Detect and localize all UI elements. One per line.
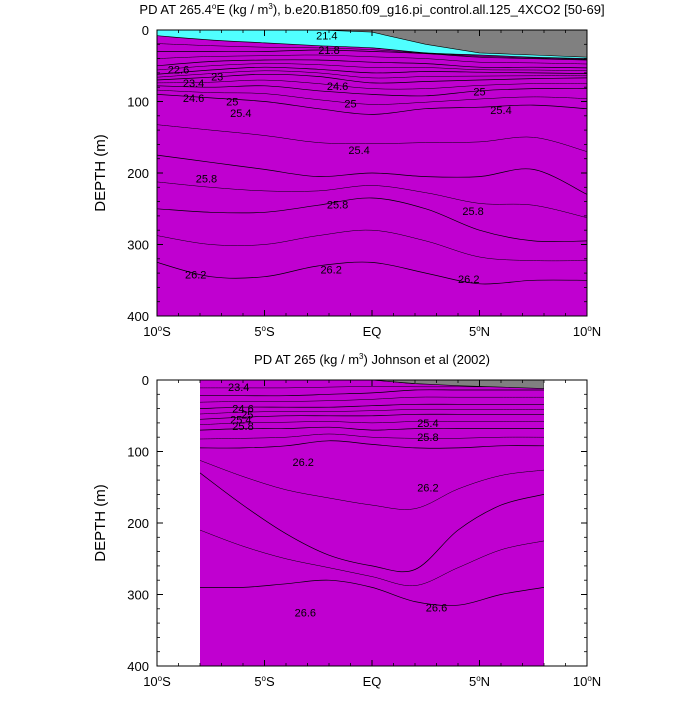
x-tick-label: 10oS (143, 674, 171, 689)
chart-title: PD AT 265.4oE (kg / m3), b.e20.B1850.f09… (139, 2, 604, 17)
contour-fill-group (200, 380, 544, 666)
contour-label: 25 (344, 99, 356, 111)
y-axis-label: DEPTH (m) (92, 484, 109, 562)
contour-label: 25 (226, 97, 238, 109)
contour-line (157, 43, 587, 60)
y-tick-label: 300 (127, 588, 149, 603)
contour-line (200, 460, 544, 510)
y-tick-label: 300 (127, 238, 149, 253)
contour-label: 25.4 (230, 414, 251, 426)
contour-label: 25.4 (230, 108, 251, 120)
contour-label: 25.8 (196, 174, 217, 186)
x-tick-label: EQ (363, 674, 382, 689)
contour-line (157, 35, 587, 59)
contour-line (200, 421, 544, 425)
y-tick-label: 0 (142, 23, 149, 38)
contour-label: 26.2 (185, 270, 206, 282)
contour-line (200, 529, 544, 587)
contour-line (157, 79, 587, 90)
x-tick-label: 10oN (573, 324, 601, 339)
x-tick-label: 5oS (254, 324, 275, 339)
contour-label: 23 (211, 71, 223, 83)
contour-line (157, 66, 587, 75)
contour-line (200, 579, 544, 606)
y-axis-label: DEPTH (m) (92, 134, 109, 212)
y-tick-label: 200 (127, 166, 149, 181)
contour-label: 25.8 (462, 206, 483, 218)
x-tick-label: 5oN (469, 324, 490, 339)
contour-line (200, 408, 544, 415)
contour-fill-group (157, 30, 587, 316)
contour-line (157, 154, 587, 195)
contour-label: 26.2 (320, 265, 341, 277)
contour-label: 26.6 (426, 602, 447, 614)
contour-label: 22.6 (168, 64, 189, 76)
contour-line (157, 70, 587, 79)
contour-label: 24.6 (327, 81, 348, 93)
contour-line (157, 73, 587, 84)
contour-label: 23.4 (228, 382, 249, 394)
contour-band (157, 35, 587, 316)
contour-line (157, 49, 587, 61)
y-tick-label: 400 (127, 659, 149, 674)
y-tick-label: 100 (127, 445, 149, 460)
contour-label: 26.2 (458, 274, 479, 286)
contour-line (200, 426, 544, 431)
contour-label: 21.8 (318, 45, 339, 57)
contour-line (200, 403, 544, 409)
contour-line (200, 413, 544, 420)
contour-line (157, 181, 587, 218)
contour-line (200, 433, 544, 440)
y-tick-label: 0 (142, 373, 149, 388)
x-tick-label: 10oS (143, 324, 171, 339)
contour-line (157, 94, 587, 115)
contour-label: 25.8 (327, 199, 348, 211)
contour-label: 25.4 (348, 145, 369, 157)
contour-line (157, 54, 587, 65)
x-tick-label: 5oS (254, 674, 275, 689)
y-tick-label: 200 (127, 516, 149, 531)
contour-label: 26.2 (292, 457, 313, 469)
contour-label: 25.4 (490, 105, 511, 117)
contour-line (157, 85, 587, 97)
contour-label: 23.4 (183, 78, 204, 90)
y-tick-label: 100 (127, 95, 149, 110)
contour-label: 26.2 (417, 482, 438, 494)
contour-label: 25.4 (417, 418, 438, 430)
contour-line (157, 89, 587, 105)
contour-label: 21.4 (316, 31, 337, 43)
contour-label: 25.8 (417, 432, 438, 444)
x-tick-label: EQ (363, 324, 382, 339)
contour-line (200, 389, 544, 397)
chart-title: PD AT 265 (kg / m3) Johnson et al (2002) (254, 352, 490, 367)
contour-line (157, 261, 587, 285)
contour-label: 25 (241, 409, 253, 421)
contour-label: 25 (473, 86, 485, 98)
x-tick-label: 5oN (469, 674, 490, 689)
contour-label: 25.8 (232, 421, 253, 433)
contour-line (200, 396, 544, 403)
contour-line (200, 472, 544, 573)
x-tick-label: 10oN (573, 674, 601, 689)
contour-band (200, 380, 544, 666)
contour-line (157, 229, 587, 262)
contour-line (157, 59, 587, 69)
contour-label: 26.6 (295, 607, 316, 619)
land-mask (157, 30, 587, 58)
contour-line (157, 63, 587, 72)
y-tick-label: 400 (127, 309, 149, 324)
contour-label: 24.6 (232, 404, 253, 416)
contour-line (200, 440, 544, 449)
contour-line (157, 197, 587, 243)
contour-line (157, 124, 587, 152)
contour-label: 24.6 (183, 93, 204, 105)
